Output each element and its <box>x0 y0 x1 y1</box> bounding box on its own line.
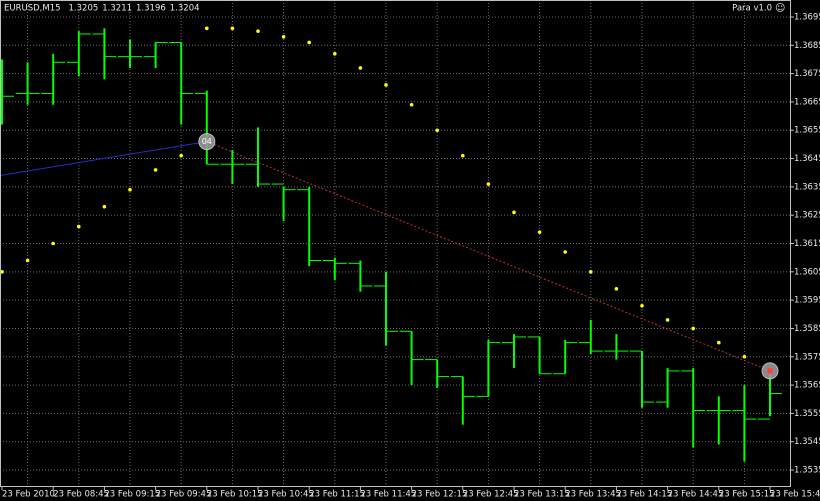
sar-dot <box>512 210 516 215</box>
sar-dot <box>102 204 107 209</box>
sar-dot <box>230 26 235 31</box>
sar-dot <box>307 40 312 45</box>
trendline <box>206 141 771 372</box>
x-tick-label: 23 Feb 11:15 <box>309 490 365 500</box>
indicator-icon: ☺ <box>775 3 785 14</box>
header-value: 1.3205 <box>69 4 99 14</box>
x-tick-label: 23 Feb 10:15 <box>207 490 263 500</box>
y-tick-label: 1.3565 <box>794 381 820 391</box>
sar-dot <box>691 326 695 331</box>
y-tick-label: 1.3555 <box>794 409 820 419</box>
sar-dot <box>128 187 132 192</box>
x-tick-label: 23 Feb 11:45 <box>360 490 416 500</box>
x-tick-label: 23 Feb 15:15 <box>719 490 775 500</box>
x-tick-label: 23 Feb 14:45 <box>668 490 724 500</box>
sar-dot <box>589 270 593 274</box>
sar-dot <box>25 258 30 263</box>
y-tick-label: 1.3585 <box>794 324 820 334</box>
axes: 1.3535 1.3545 1.3555 1.3565 1.3575 1.3585 1.35… <box>1 12 820 500</box>
sar-dot <box>205 26 209 31</box>
sar-dot <box>563 250 567 254</box>
x-tick-label: 23 Feb 08:45 <box>53 490 109 500</box>
sar-dot <box>665 318 670 322</box>
sar-dot <box>614 287 619 291</box>
x-tick-label: 23 Feb 09:15 <box>104 490 160 500</box>
order-marker <box>198 133 216 151</box>
sar-dot <box>742 354 747 359</box>
indicator-name: Para v1.0 <box>732 4 772 14</box>
x-tick-label: 23 Feb 12:15 <box>412 490 468 500</box>
x-tick-label: 23 Feb 12:45 <box>463 490 519 500</box>
y-tick-label: 1.3635 <box>794 182 820 192</box>
sar-dot <box>640 303 644 308</box>
y-tick-label: 1.3675 <box>794 69 820 79</box>
y-tick-label: 1.3695 <box>794 12 820 22</box>
x-tick-label: 23 Feb 15:45 <box>770 490 820 500</box>
header-value: 1.3204 <box>170 4 200 14</box>
y-tick-label: 1.3625 <box>794 211 820 221</box>
sar-dot <box>409 102 414 107</box>
y-tick-label: 1.3685 <box>794 41 820 51</box>
sar-dot <box>333 51 337 56</box>
y-tick-label: 1.3615 <box>794 239 820 249</box>
y-tick-label: 1.3535 <box>794 466 820 476</box>
sar-dot <box>358 66 363 70</box>
y-tick-label: 1.3655 <box>794 126 820 136</box>
y-tick-label: 1.3545 <box>794 437 820 447</box>
sar-dot <box>0 270 4 274</box>
sar-dot <box>486 182 491 186</box>
sar-dot <box>435 128 440 133</box>
order-marker-dot <box>767 367 773 374</box>
x-tick-label: 23 Feb 13:45 <box>565 490 621 500</box>
trendline <box>0 141 207 177</box>
sar-dot <box>256 29 260 33</box>
order-marker-label: 04 <box>202 137 212 146</box>
sar-dot <box>51 241 55 246</box>
x-tick-label: 23 Feb 14:15 <box>616 490 672 500</box>
x-tick-label: 23 Feb 2010 <box>2 490 55 500</box>
sar-dot <box>153 168 158 172</box>
header-value: 1.3211 <box>102 4 132 14</box>
sar-dot <box>461 153 465 158</box>
y-tick-label: 1.3575 <box>794 352 820 362</box>
sar-dot <box>77 224 81 229</box>
y-tick-label: 1.3605 <box>794 267 820 277</box>
x-tick-label: 23 Feb 13:15 <box>514 490 570 500</box>
header-value: 1.3196 <box>136 4 166 14</box>
sar-dot <box>717 340 721 345</box>
sar-dot <box>179 153 183 158</box>
y-tick-label: 1.3595 <box>794 296 820 306</box>
sar-dot <box>537 230 542 234</box>
sar-dot <box>281 35 286 39</box>
y-tick-label: 1.3645 <box>794 154 820 164</box>
y-tick-label: 1.3665 <box>794 97 820 107</box>
sar-dot <box>384 83 388 87</box>
symbol: EURUSD,M15 <box>4 4 61 14</box>
x-tick-label: 23 Feb 10:45 <box>258 490 314 500</box>
plot: 04 <box>0 26 782 462</box>
x-tick-label: 23 Feb 09:45 <box>156 490 212 500</box>
